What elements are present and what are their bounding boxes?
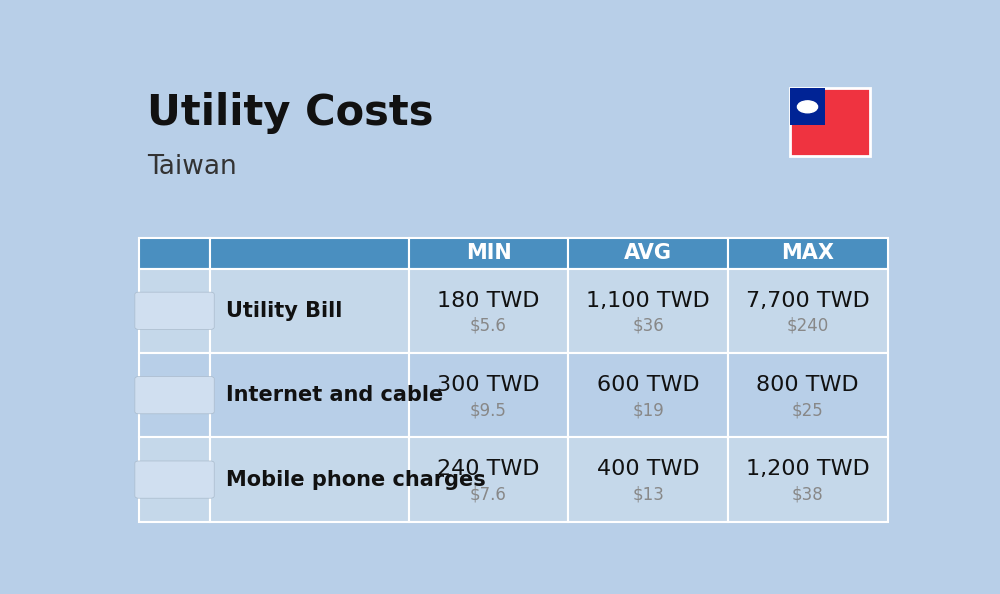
FancyBboxPatch shape: [728, 437, 888, 522]
FancyBboxPatch shape: [210, 268, 409, 353]
Text: 1,100 TWD: 1,100 TWD: [586, 290, 710, 311]
FancyBboxPatch shape: [210, 437, 409, 522]
Text: Internet and cable: Internet and cable: [226, 385, 443, 405]
Text: $38: $38: [792, 486, 824, 504]
FancyBboxPatch shape: [210, 353, 409, 437]
Text: 800 TWD: 800 TWD: [756, 375, 859, 395]
Text: $25: $25: [792, 402, 824, 419]
Text: $13: $13: [632, 486, 664, 504]
Text: $9.5: $9.5: [470, 402, 507, 419]
Text: 240 TWD: 240 TWD: [437, 460, 540, 479]
FancyBboxPatch shape: [409, 437, 568, 522]
FancyBboxPatch shape: [409, 268, 568, 353]
Text: MAX: MAX: [781, 244, 834, 263]
Text: $240: $240: [787, 317, 829, 335]
Text: 400 TWD: 400 TWD: [597, 460, 699, 479]
FancyBboxPatch shape: [210, 238, 409, 268]
FancyBboxPatch shape: [409, 238, 568, 268]
FancyBboxPatch shape: [728, 238, 888, 268]
FancyBboxPatch shape: [409, 353, 568, 437]
Text: 300 TWD: 300 TWD: [437, 375, 540, 395]
FancyBboxPatch shape: [135, 461, 214, 498]
FancyBboxPatch shape: [139, 353, 210, 437]
Text: Taiwan: Taiwan: [147, 154, 236, 179]
Text: $5.6: $5.6: [470, 317, 507, 335]
Text: 600 TWD: 600 TWD: [597, 375, 699, 395]
FancyBboxPatch shape: [728, 353, 888, 437]
FancyBboxPatch shape: [139, 268, 210, 353]
FancyBboxPatch shape: [790, 88, 870, 156]
FancyBboxPatch shape: [568, 437, 728, 522]
FancyBboxPatch shape: [139, 238, 210, 268]
FancyBboxPatch shape: [568, 268, 728, 353]
FancyBboxPatch shape: [568, 353, 728, 437]
Text: MIN: MIN: [466, 244, 511, 263]
FancyBboxPatch shape: [139, 437, 210, 522]
Text: Mobile phone charges: Mobile phone charges: [226, 470, 486, 489]
Text: Utility Costs: Utility Costs: [147, 92, 433, 134]
FancyBboxPatch shape: [728, 268, 888, 353]
Text: $36: $36: [632, 317, 664, 335]
Text: 1,200 TWD: 1,200 TWD: [746, 460, 870, 479]
Text: 7,700 TWD: 7,700 TWD: [746, 290, 870, 311]
FancyBboxPatch shape: [568, 238, 728, 268]
Text: $19: $19: [632, 402, 664, 419]
FancyBboxPatch shape: [135, 292, 214, 330]
Text: AVG: AVG: [624, 244, 672, 263]
FancyBboxPatch shape: [135, 377, 214, 414]
Text: $7.6: $7.6: [470, 486, 507, 504]
FancyBboxPatch shape: [790, 88, 825, 125]
Circle shape: [797, 101, 818, 113]
Text: 180 TWD: 180 TWD: [437, 290, 540, 311]
Text: Utility Bill: Utility Bill: [226, 301, 342, 321]
